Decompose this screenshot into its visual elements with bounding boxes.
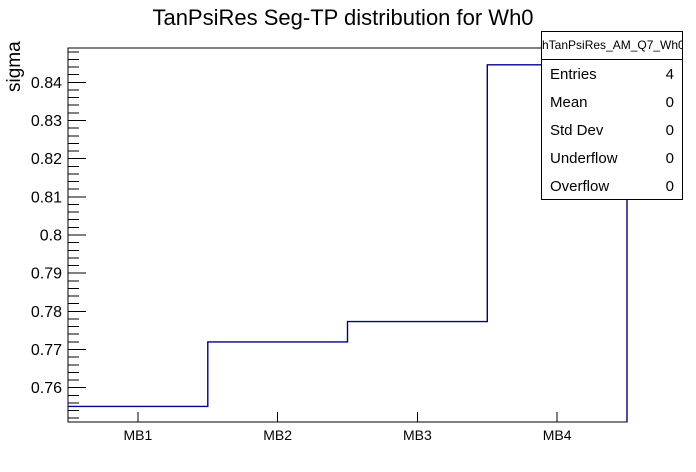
y-tick-label: 0.8: [40, 228, 62, 245]
stats-label: Underflow: [550, 150, 618, 168]
x-tick-label: MB2: [263, 427, 292, 443]
y-tick-label: 0.84: [31, 75, 62, 92]
stats-value: 0: [665, 178, 674, 196]
stats-value: 4: [665, 65, 674, 83]
y-tick-label: 0.83: [31, 113, 62, 130]
stats-box-title: hTanPsiRes_AM_Q7_Wh0: [542, 32, 682, 60]
y-tick-label: 0.81: [31, 189, 62, 206]
stats-label: Overflow: [550, 178, 610, 196]
stats-value: 0: [665, 93, 674, 111]
stats-label: Mean: [550, 93, 588, 111]
stats-label: Std Dev: [550, 121, 604, 139]
stats-value: 0: [665, 121, 674, 139]
stats-value: 0: [665, 150, 674, 168]
y-tick-label: 0.76: [31, 380, 62, 397]
y-tick-label: 0.82: [31, 151, 62, 168]
stats-box: hTanPsiRes_AM_Q7_Wh0 Entries 4 Mean 0 St…: [541, 31, 683, 200]
y-tick-label: 0.77: [31, 342, 62, 359]
stats-row-underflow: Underflow 0: [542, 145, 682, 173]
stats-row-stddev: Std Dev 0: [542, 116, 682, 144]
stats-row-entries: Entries 4: [542, 60, 682, 88]
x-tick-label: MB4: [543, 427, 572, 443]
y-tick-label: 0.78: [31, 304, 62, 321]
stats-row-mean: Mean 0: [542, 88, 682, 116]
x-tick-label: MB1: [123, 427, 152, 443]
x-tick-label: MB3: [403, 427, 432, 443]
stats-label: Entries: [550, 65, 597, 83]
y-tick-label: 0.79: [31, 266, 62, 283]
plot-title: TanPsiRes Seg-TP distribution for Wh0: [152, 5, 534, 30]
stats-row-overflow: Overflow 0: [542, 173, 682, 201]
